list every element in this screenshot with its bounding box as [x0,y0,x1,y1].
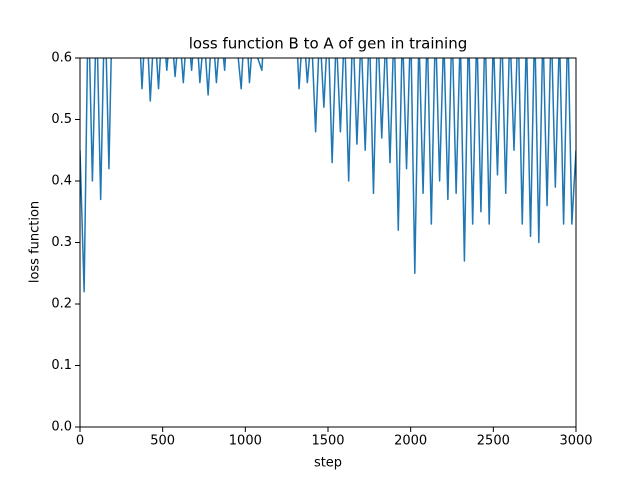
x-tick-label: 2500 [477,434,510,449]
x-tick-label: 1500 [311,434,344,449]
plot-frame [79,57,577,428]
y-axis-label: loss function [28,201,43,283]
y-tick-label: 0.5 [51,112,72,127]
y-tick-label: 0.4 [51,174,72,189]
x-tick-label: 3000 [559,434,592,449]
x-tick-label: 500 [150,434,175,449]
chart-title: loss function B to A of gen in training [189,35,468,53]
y-tick-label: 0.0 [51,420,72,435]
y-tick-label: 0.6 [51,51,72,66]
y-tick-label: 0.3 [51,235,72,250]
x-tick-label: 2000 [394,434,427,449]
y-tick-label: 0.2 [51,297,72,312]
x-tick-label: 0 [76,434,84,449]
x-axis-label: step [314,456,342,471]
y-tick-label: 0.1 [51,358,72,373]
x-tick-label: 1000 [229,434,262,449]
